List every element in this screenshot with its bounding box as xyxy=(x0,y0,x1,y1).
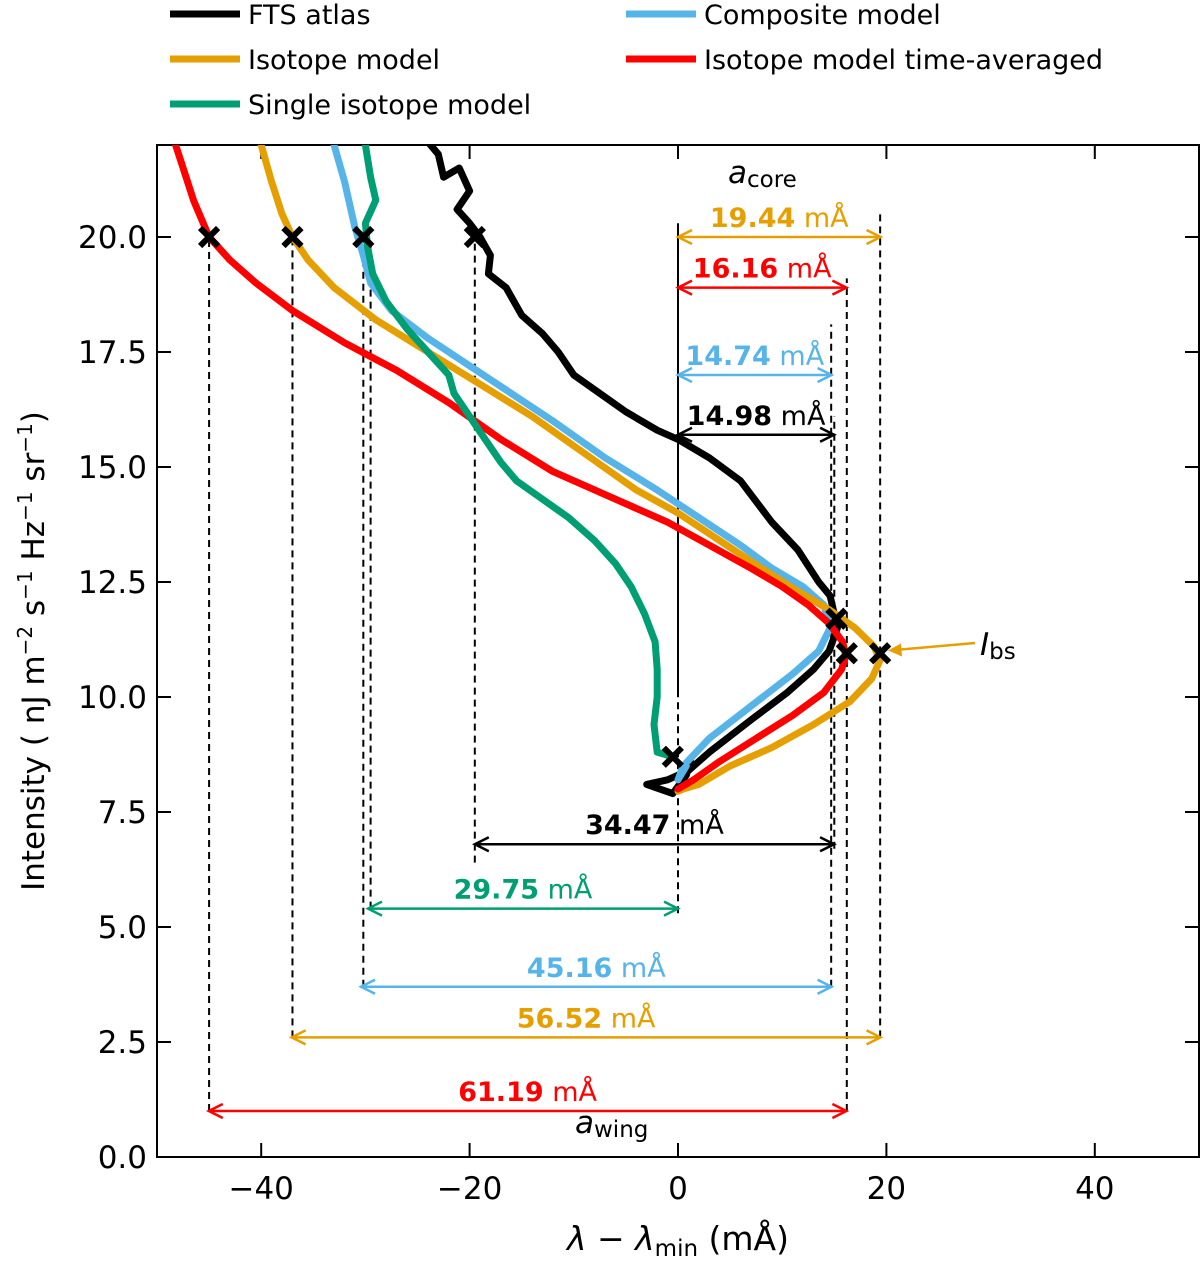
wing-width-label: 29.75 mÅ xyxy=(454,874,593,906)
core-arrow-head-left xyxy=(675,366,693,384)
a-wing-label: awing xyxy=(575,1105,648,1143)
wing-arrow-head-right xyxy=(663,900,681,917)
wing-width-value: 29.75 xyxy=(454,875,539,906)
x-marker xyxy=(352,225,375,249)
wing-width-value: 56.52 xyxy=(517,1003,602,1034)
x-tick-label: 40 xyxy=(1075,1171,1114,1207)
x-marker xyxy=(835,642,858,665)
wing-width-unit: mÅ xyxy=(670,809,724,841)
y-axis-label: Intensity ( nJ m−2 s−1 Hz−1 sr−1) xyxy=(13,411,52,891)
core-width-label: 16.16 mÅ xyxy=(693,253,832,285)
legend: FTS atlas Composite model Isotope model … xyxy=(170,0,1103,121)
wing-arrow-head-right xyxy=(817,978,835,995)
wing-width-value: 34.47 xyxy=(585,810,670,841)
core-arrow-head-left xyxy=(675,426,693,443)
ibs-arrow-line xyxy=(894,641,976,652)
core-arrow-head-right xyxy=(817,366,835,384)
x-marker xyxy=(869,642,892,665)
wing-width-label: 56.52 mÅ xyxy=(517,1002,656,1034)
legend-label-single-isotope: Single isotope model xyxy=(248,90,531,121)
wing-width-unit: mÅ xyxy=(544,1076,598,1108)
wing-width-unit: mÅ xyxy=(539,874,593,906)
legend-label-isotope: Isotope model xyxy=(248,45,440,76)
core-arrow-head-left xyxy=(675,279,693,296)
wing-arrow-head-right xyxy=(819,836,837,853)
wing-arrow-head-left xyxy=(288,1029,307,1046)
wing-width-unit: mÅ xyxy=(612,952,666,984)
legend-label-fts: FTS atlas xyxy=(248,0,371,31)
x-marker xyxy=(825,607,848,630)
core-width-unit: mÅ xyxy=(771,340,825,372)
x-marker xyxy=(463,225,486,249)
x-tick-label: 0 xyxy=(668,1171,688,1207)
x-tick-label: −40 xyxy=(228,1171,293,1207)
core-width-value: 14.74 xyxy=(685,341,770,372)
wing-arrow-head-right xyxy=(831,1102,850,1120)
series-line-isotope-model xyxy=(257,145,884,795)
core-width-label: 14.98 mÅ xyxy=(687,400,826,432)
wing-arrow-head-left xyxy=(472,836,490,853)
x-tick-label: −20 xyxy=(437,1171,502,1207)
series-line-fts-atlas xyxy=(425,145,841,798)
wing-arrow-head-left xyxy=(365,900,383,917)
legend-label-composite: Composite model xyxy=(704,0,941,31)
x-axis-label: λ − λmin (mÅ) xyxy=(565,1218,789,1262)
y-tick-label: 2.5 xyxy=(98,1025,147,1061)
x-marker xyxy=(197,225,221,249)
wing-width-unit: mÅ xyxy=(602,1002,656,1034)
y-tick-label: 20.0 xyxy=(78,220,147,256)
ibs-label: Ibs xyxy=(980,627,1016,665)
core-arrow-head-right xyxy=(866,228,884,246)
wing-width-value: 45.16 xyxy=(527,953,612,984)
wing-width-value: 61.19 xyxy=(458,1077,543,1108)
core-arrow-head-right xyxy=(831,279,850,296)
y-tick-label: 5.0 xyxy=(98,910,147,946)
series-lines xyxy=(171,145,884,798)
wing-width-label: 61.19 mÅ xyxy=(458,1076,597,1108)
y-tick-label: 17.5 xyxy=(78,335,147,371)
series-line-single-isotope-model xyxy=(361,145,677,761)
core-width-unit: mÅ xyxy=(795,202,849,234)
axis-ticks: −40 −20 0 20 40 0.0 2.5 5.0 7.5 10.0 12.5 15.0 17.5 2… xyxy=(78,145,1199,1207)
a-core-label: acore xyxy=(728,155,797,193)
wing-arrow-head-left xyxy=(205,1102,224,1120)
wing-width-label: 45.16 mÅ xyxy=(527,952,666,984)
ibs-arrow-head xyxy=(888,643,902,657)
legend-label-isotope-time-averaged: Isotope model time-averaged xyxy=(704,45,1103,76)
y-tick-label: 12.5 xyxy=(78,565,147,601)
y-tick-label: 0.0 xyxy=(98,1140,147,1176)
core-width-unit: mÅ xyxy=(772,400,826,432)
core-width-value: 14.98 xyxy=(687,401,772,432)
core-width-label: 19.44 mÅ xyxy=(710,202,849,234)
series-line-isotope-model-time-averaged xyxy=(171,145,850,793)
core-width-label: 14.74 mÅ xyxy=(685,340,824,372)
y-tick-label: 10.0 xyxy=(78,680,147,716)
wing-arrow-head-right xyxy=(866,1029,884,1046)
x-markers xyxy=(197,225,892,768)
series-line-composite-model xyxy=(330,145,834,784)
y-tick-label: 7.5 xyxy=(98,795,147,831)
wing-width-label: 34.47 mÅ xyxy=(585,809,724,841)
core-arrow-head-right xyxy=(819,426,837,443)
core-width-value: 19.44 xyxy=(710,203,795,234)
wing-arrow-head-left xyxy=(358,978,376,995)
y-tick-label: 15.0 xyxy=(78,450,147,486)
x-marker xyxy=(661,745,684,768)
core-width-unit: mÅ xyxy=(778,253,832,285)
x-tick-label: 20 xyxy=(867,1171,906,1207)
annotations: acore awing Ibs xyxy=(575,155,1016,1143)
core-arrow-head-left xyxy=(675,228,693,246)
x-marker xyxy=(281,225,304,249)
core-width-value: 16.16 xyxy=(693,254,778,285)
